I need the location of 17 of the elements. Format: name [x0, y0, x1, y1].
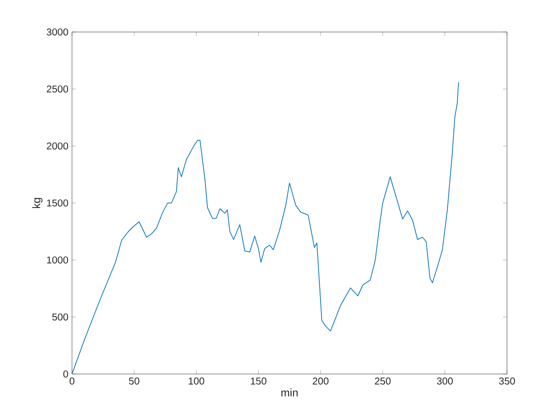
x-tick-label: 350 [499, 378, 515, 385]
y-tick-label: 3000 [46, 28, 68, 36]
x-tick-label: 50 [129, 378, 140, 385]
x-tick-label: 150 [250, 378, 266, 385]
x-tick-label: 250 [374, 378, 391, 385]
x-tick-label: 0 [70, 378, 74, 385]
x-tick-label: 300 [436, 378, 453, 385]
y-tick-label: 2000 [46, 142, 68, 150]
x-tick-label: 200 [312, 378, 329, 385]
y-axis-title: kg [32, 198, 42, 208]
x-axis-title: min [281, 388, 298, 396]
y-tick-label: 1000 [47, 256, 68, 264]
x-tick-label: 100 [188, 378, 204, 385]
y-tick-label: 2500 [46, 85, 68, 93]
y-tick-label: 0 [63, 370, 68, 378]
y-tick-label: 500 [52, 313, 68, 321]
y-tick-label: 1500 [47, 199, 68, 207]
